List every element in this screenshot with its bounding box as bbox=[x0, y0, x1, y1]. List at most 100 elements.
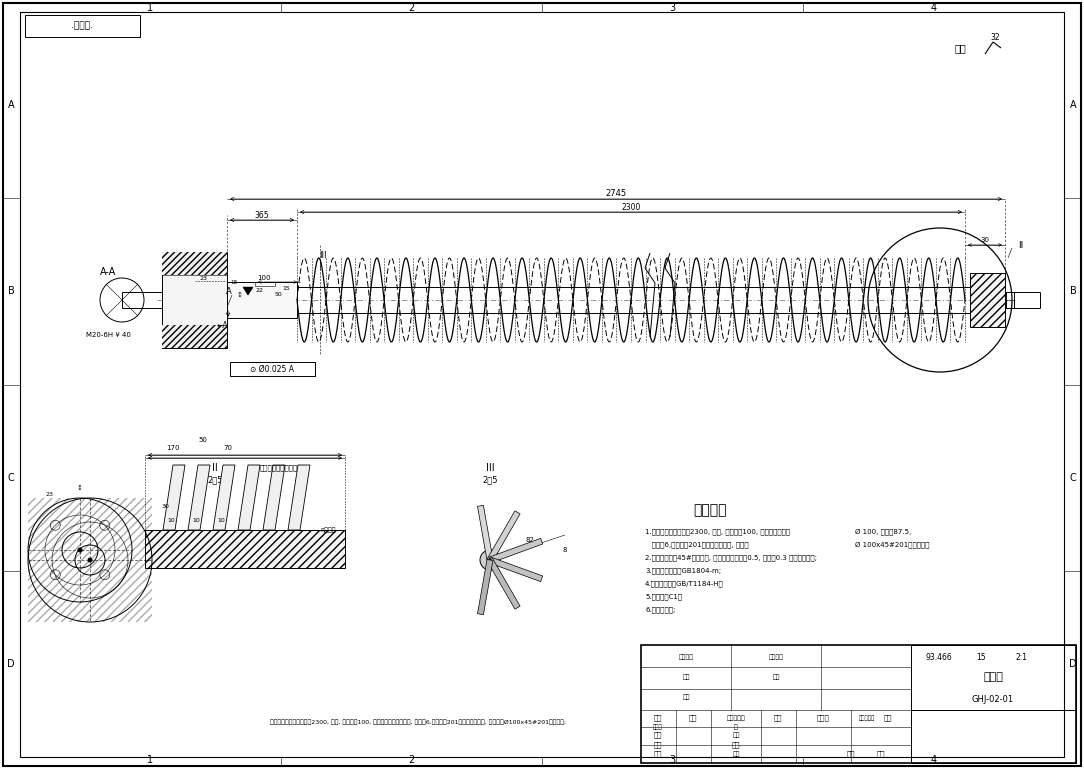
Text: 审核: 审核 bbox=[654, 741, 662, 748]
Polygon shape bbox=[188, 465, 210, 530]
Text: III: III bbox=[320, 251, 326, 259]
Text: 10: 10 bbox=[167, 518, 175, 522]
Polygon shape bbox=[488, 511, 520, 561]
Text: .草稿图.: .草稿图. bbox=[72, 22, 93, 31]
Text: 2300: 2300 bbox=[621, 204, 641, 212]
Polygon shape bbox=[477, 560, 493, 614]
Text: 32: 32 bbox=[990, 32, 999, 42]
Text: 处数: 处数 bbox=[688, 714, 697, 721]
Text: 第页: 第页 bbox=[877, 751, 886, 757]
Text: 50: 50 bbox=[274, 291, 282, 297]
Text: 螺旋轴: 螺旋轴 bbox=[983, 672, 1003, 682]
Bar bbox=[25, 15, 140, 37]
Text: 15: 15 bbox=[282, 287, 289, 291]
Bar bbox=[227, 282, 297, 318]
Text: 签名: 签名 bbox=[774, 714, 783, 721]
Text: A: A bbox=[8, 100, 14, 110]
Text: 2:1: 2:1 bbox=[1015, 653, 1027, 661]
Bar bbox=[28, 498, 152, 622]
Polygon shape bbox=[477, 505, 493, 561]
Text: 工艺: 工艺 bbox=[733, 751, 739, 757]
Text: 18: 18 bbox=[231, 281, 237, 285]
Text: D: D bbox=[8, 659, 15, 669]
Text: 6.所做去毛刺;: 6.所做去毛刺; bbox=[645, 607, 675, 614]
Text: 23: 23 bbox=[199, 275, 207, 281]
Text: ↕: ↕ bbox=[77, 485, 83, 491]
Bar bbox=[162, 252, 227, 275]
Circle shape bbox=[88, 558, 92, 562]
Text: 100: 100 bbox=[257, 275, 271, 281]
Text: A: A bbox=[225, 288, 232, 297]
Bar bbox=[1006, 292, 1014, 308]
Text: 1: 1 bbox=[147, 3, 154, 13]
Text: 螺旋叶片展开示意图: 螺旋叶片展开示意图 bbox=[260, 464, 298, 471]
Text: C: C bbox=[1070, 473, 1076, 483]
Text: 年月日: 年月日 bbox=[816, 714, 829, 721]
Text: 其余: 其余 bbox=[954, 43, 966, 53]
Text: 3.未注公差尺寸按GB1804-m;: 3.未注公差尺寸按GB1804-m; bbox=[645, 568, 721, 574]
Text: 2.不锈钢轴使用45#加工而来, 加工后不锈钢精度0.5, 右旋至0.3 工艺参照图纸;: 2.不锈钢轴使用45#加工而来, 加工后不锈钢精度0.5, 右旋至0.3 工艺参… bbox=[645, 554, 817, 561]
Text: B: B bbox=[8, 286, 14, 296]
Text: 365: 365 bbox=[255, 211, 269, 221]
Text: 审核者签名: 审核者签名 bbox=[859, 715, 875, 721]
Text: 2：5: 2：5 bbox=[482, 475, 498, 484]
Text: II: II bbox=[1018, 241, 1023, 249]
Polygon shape bbox=[489, 538, 543, 563]
Bar bbox=[641, 645, 1076, 763]
Text: 5.未注倒角C1；: 5.未注倒角C1； bbox=[645, 594, 682, 601]
Polygon shape bbox=[212, 465, 235, 530]
Text: 2: 2 bbox=[409, 3, 414, 13]
Text: 10: 10 bbox=[217, 518, 224, 522]
Text: D: D bbox=[1069, 659, 1076, 669]
Text: 批准: 批准 bbox=[732, 741, 740, 748]
Polygon shape bbox=[163, 465, 185, 530]
Bar bbox=[162, 325, 227, 348]
Text: 标记: 标记 bbox=[654, 714, 662, 721]
Text: 螺旋叶片按螺旋线长度为2300, 右旋, 螺距等于100, 螺旋由螺旋线叠压而来, 层数为6,叶片使用201不锈钢板压成型, 并焊接于Ø100x45#201不锈: 螺旋叶片按螺旋线长度为2300, 右旋, 螺距等于100, 螺旋由螺旋线叠压而来… bbox=[270, 719, 566, 725]
Polygon shape bbox=[288, 465, 310, 530]
Text: 2: 2 bbox=[409, 755, 414, 765]
Text: 设计: 设计 bbox=[654, 731, 662, 738]
Circle shape bbox=[78, 548, 82, 552]
Text: III: III bbox=[486, 463, 494, 473]
Text: 22: 22 bbox=[256, 288, 264, 292]
Text: B: B bbox=[1070, 286, 1076, 296]
Text: 铅: 铅 bbox=[734, 724, 738, 730]
Text: 50: 50 bbox=[198, 437, 207, 443]
Circle shape bbox=[480, 550, 500, 570]
Text: 4: 4 bbox=[930, 3, 937, 13]
Polygon shape bbox=[238, 465, 260, 530]
Polygon shape bbox=[488, 558, 520, 609]
Text: Ø 100x45#201不锈钢上；: Ø 100x45#201不锈钢上； bbox=[855, 541, 929, 548]
Text: 23: 23 bbox=[46, 492, 54, 498]
Text: Ø 100, 叶片数87.5,: Ø 100, 叶片数87.5, bbox=[855, 528, 912, 535]
Text: 1: 1 bbox=[147, 755, 154, 765]
Text: 10: 10 bbox=[192, 518, 199, 522]
Text: M20-6H ¥ 40: M20-6H ¥ 40 bbox=[86, 332, 130, 338]
Text: A-A: A-A bbox=[100, 267, 116, 277]
Text: 单位: 单位 bbox=[682, 694, 689, 700]
Text: 2745: 2745 bbox=[606, 189, 627, 198]
Bar bbox=[970, 273, 1005, 327]
Text: 8: 8 bbox=[563, 547, 567, 553]
Text: ←A: ←A bbox=[216, 321, 228, 329]
Text: 零件名称: 零件名称 bbox=[679, 654, 694, 660]
Text: 比例: 比例 bbox=[772, 674, 779, 680]
Bar bbox=[145, 530, 345, 568]
Text: 1.螺旋叶片螺旋线长为2300, 右旋, 螺距等于100, 螺旋由螺旋线叠: 1.螺旋叶片螺旋线长为2300, 右旋, 螺距等于100, 螺旋由螺旋线叠 bbox=[645, 529, 790, 535]
Bar bbox=[911, 645, 1076, 710]
Text: 签名: 签名 bbox=[883, 714, 892, 721]
Text: 4.未注形位公差GB/T1184-H；: 4.未注形位公差GB/T1184-H； bbox=[645, 581, 724, 588]
Text: 70: 70 bbox=[223, 445, 232, 451]
Text: C: C bbox=[8, 473, 14, 483]
Text: 标准化: 标准化 bbox=[654, 724, 663, 730]
Text: 82: 82 bbox=[526, 537, 534, 543]
Text: GHJ-02-01: GHJ-02-01 bbox=[972, 695, 1014, 704]
Text: 图幅: 图幅 bbox=[682, 674, 689, 680]
Text: ↕: ↕ bbox=[237, 292, 243, 298]
Text: 制图: 制图 bbox=[654, 751, 662, 757]
Bar bbox=[230, 362, 315, 376]
Bar bbox=[162, 252, 227, 348]
Polygon shape bbox=[243, 287, 253, 295]
Polygon shape bbox=[263, 465, 285, 530]
